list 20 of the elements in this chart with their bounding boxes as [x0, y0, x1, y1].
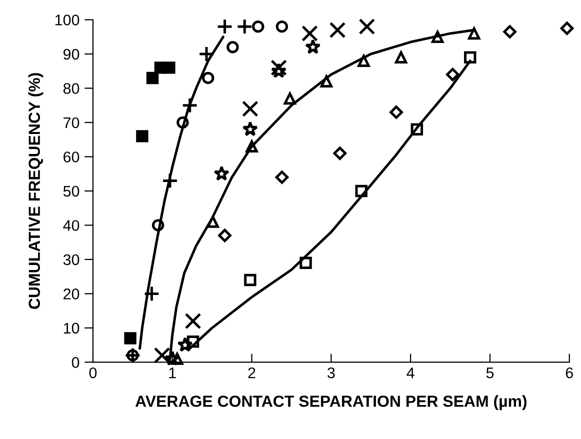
x-tick-label: 2 [248, 367, 256, 378]
y-tick-label: 70 [64, 117, 80, 128]
x-tick-label: 4 [406, 368, 414, 378]
y-tick-label: 60 [64, 152, 80, 162]
x-axis-title: AVERAGE CONTACT SEPARATION PER SEAM (µm) [135, 395, 527, 410]
y-axis-title: CUMULATIVE FREQUENCY (%) [28, 73, 44, 309]
x-tick-label: 1 [169, 368, 176, 378]
y-tick-label: 80 [63, 83, 80, 94]
x-tick-label: 0 [89, 367, 97, 378]
y-tick-label: 40 [63, 220, 80, 231]
y-tick-label: 20 [64, 288, 80, 300]
y-tick-label: 90 [63, 48, 80, 60]
y-tick-label: 30 [63, 254, 80, 266]
y-tick-label: 10 [64, 322, 80, 334]
x-tick-label: 3 [328, 367, 335, 378]
x-tick-label: 6 [566, 367, 573, 378]
y-tick-label: 100 [55, 14, 80, 26]
x-tick-label: 5 [486, 368, 494, 378]
y-tick-label: 50 [63, 186, 80, 197]
y-tick-label: 0 [72, 357, 80, 368]
